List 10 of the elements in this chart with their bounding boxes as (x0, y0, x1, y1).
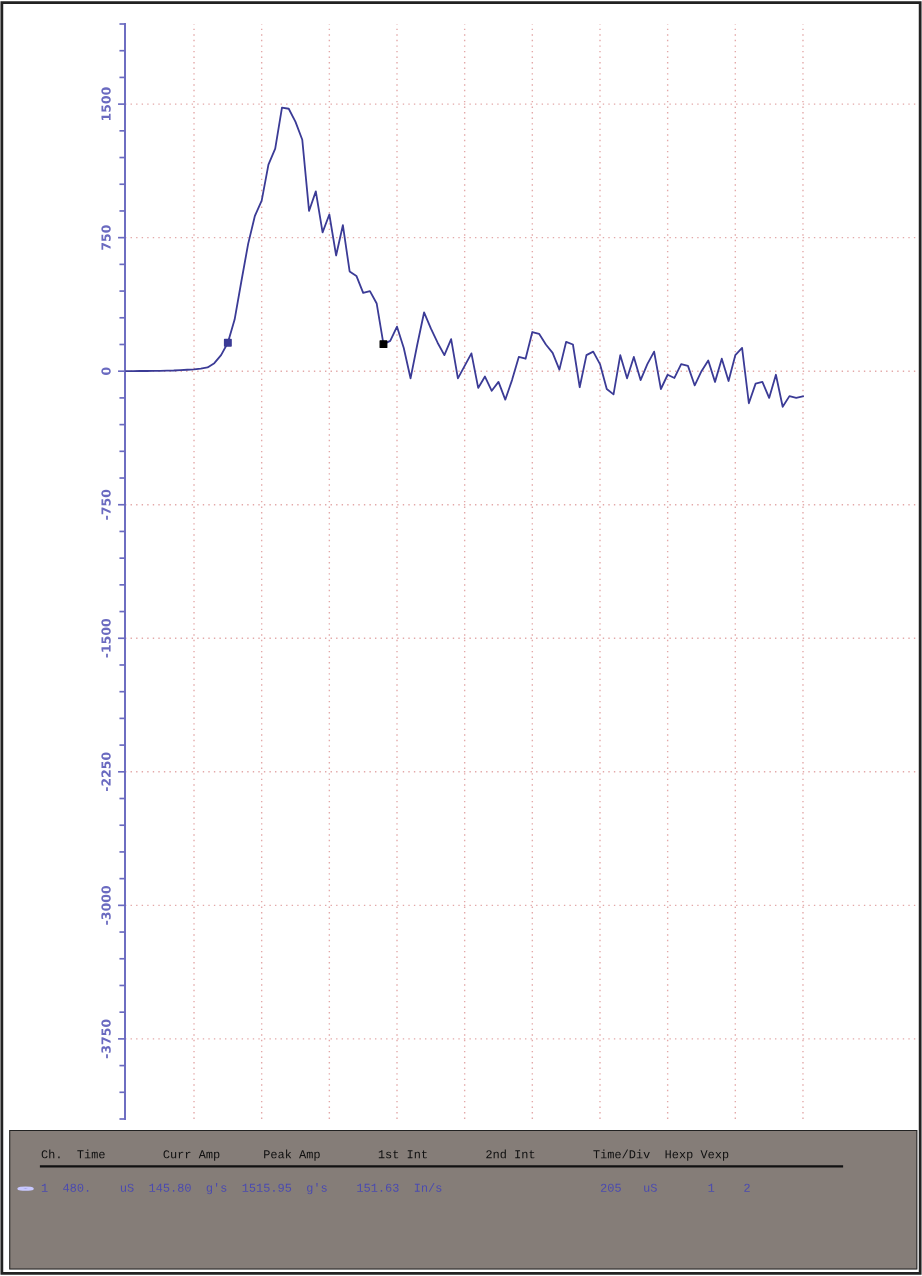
y-tick-label: -1500 (101, 618, 111, 658)
text: Ch. Time Curr Amp Peak Amp 1st Int 2nd Int Time/Div Hexp Vexp (41, 1149, 729, 1161)
y-tick-label: -3000 (101, 885, 111, 925)
y-tick-label: -2250 (101, 752, 111, 792)
y-tick-label: -750 (101, 489, 111, 520)
y-tick-label: 1500 (101, 87, 111, 121)
y-tick-label: -3750 (101, 1019, 111, 1059)
line-series (125, 106, 804, 408)
y-tick-label: 0 (101, 367, 111, 375)
y-tick-label: 750 (101, 225, 111, 250)
